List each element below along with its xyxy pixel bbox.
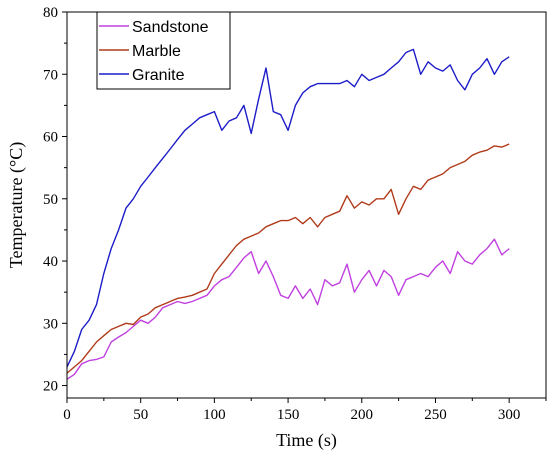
x-tick-label: 50 [133,407,148,423]
x-tick-label: 300 [498,407,521,423]
y-tick-label: 40 [43,254,58,270]
y-tick-label: 70 [43,67,58,83]
y-tick-label: 30 [43,316,58,332]
series-line-sandstone [66,238,510,380]
x-tick-label: 0 [63,407,71,423]
x-axis-title: Time (s) [276,430,337,451]
legend-label-granite: Granite [132,67,185,84]
x-tick-label: 100 [203,407,226,423]
y-tick-label: 60 [43,130,58,146]
y-tick-label: 50 [43,192,58,208]
y-tick-label: 20 [43,379,58,395]
legend: Sandstone Marble Granite [96,11,231,90]
x-axis: 0 50 100 150 200 250 300 [63,398,547,423]
x-tick-label: 250 [424,407,447,423]
legend-label-sandstone: Sandstone [132,19,209,36]
x-tick-label: 200 [351,407,374,423]
series-line-granite [66,48,510,368]
y-axis: 20 30 40 50 60 70 80 [43,5,67,395]
x-tick-label: 150 [277,407,300,423]
plot-frame [66,11,547,399]
legend-label-marble: Marble [132,43,181,60]
y-tick-label: 80 [43,5,58,21]
plot-lines [66,48,510,380]
series-line-marble [66,143,510,374]
y-axis-title: Temperature (°C) [6,142,27,268]
